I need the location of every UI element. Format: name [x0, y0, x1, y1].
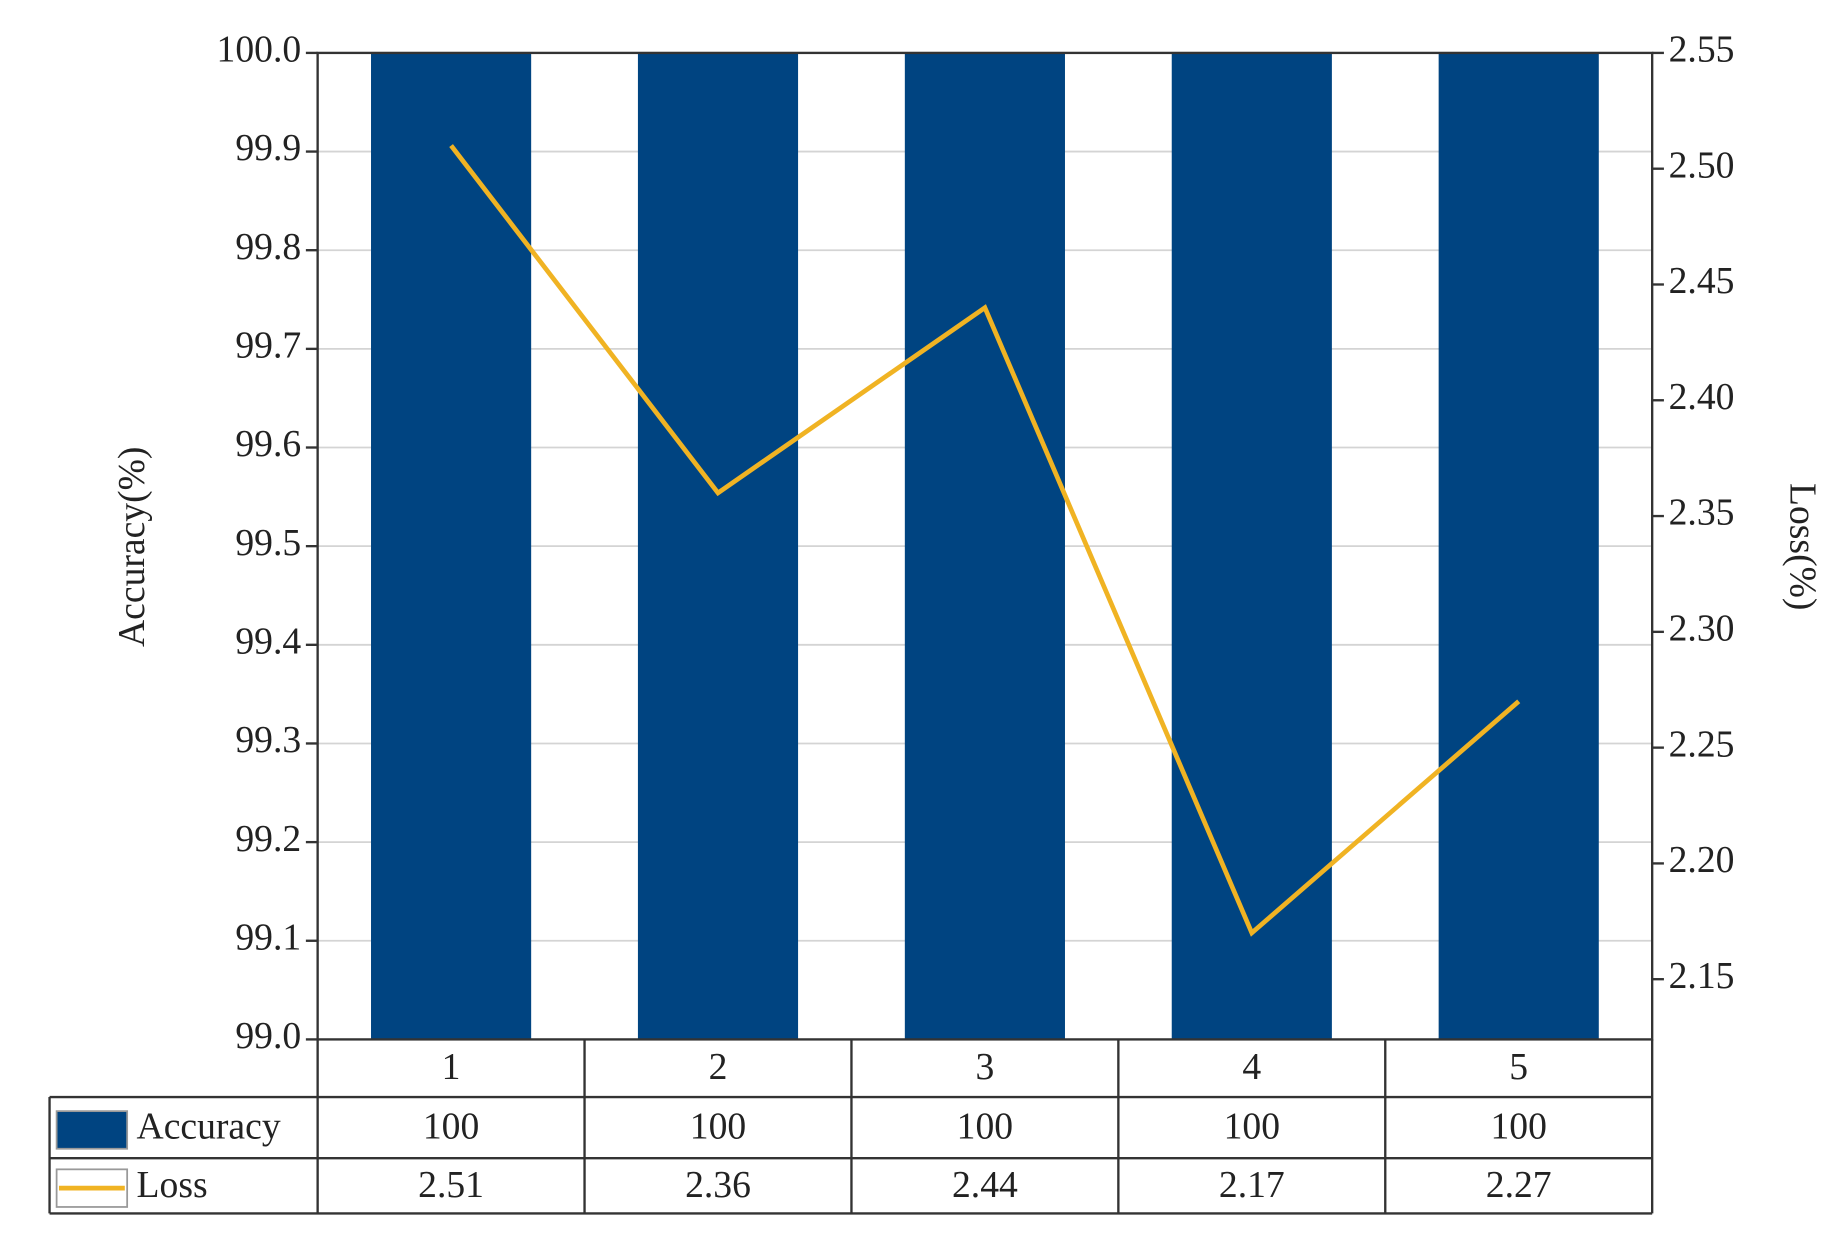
table-value: 2.51 [418, 1164, 484, 1206]
legend-label: Loss [137, 1164, 208, 1206]
plot-frame [316, 51, 1654, 1041]
bar [637, 52, 799, 1040]
x-tick-label: 1 [442, 1046, 461, 1088]
y-tick-label: 99.4 [235, 620, 301, 662]
y2-tick-label: 2.45 [1669, 260, 1735, 302]
y2-tick-label: 2.30 [1669, 607, 1735, 649]
loss-line [449, 144, 1521, 937]
y-tick-label: 99.2 [235, 818, 301, 860]
table-value: 100 [957, 1106, 1013, 1148]
y-axis-label: Accuracy(%) [111, 447, 153, 647]
x-tick-label: 3 [975, 1046, 994, 1088]
x-tick-label: 4 [1242, 1046, 1261, 1088]
table-value: 100 [423, 1106, 479, 1148]
table-value: 100 [1491, 1106, 1547, 1148]
y-tick-label: 100.0 [217, 29, 302, 71]
legend-label: Accuracy [137, 1106, 281, 1148]
y-tick-label: 99.8 [235, 226, 301, 268]
table-value: 2.36 [685, 1164, 751, 1206]
table-value: 2.44 [952, 1164, 1018, 1206]
y2-tick-label: 2.55 [1669, 29, 1735, 71]
y-tick-label: 99.9 [235, 127, 301, 169]
bar [371, 52, 532, 1040]
y-tick-label: 99.7 [235, 325, 301, 367]
bar [1438, 52, 1599, 1040]
y2-tick-label: 2.25 [1669, 723, 1735, 765]
table-value: 100 [1224, 1106, 1280, 1148]
bar [904, 52, 1065, 1040]
table-value: 100 [690, 1106, 746, 1148]
bar [1171, 52, 1332, 1040]
y2-tick-label: 2.50 [1669, 144, 1735, 186]
y2-tick-label: 2.35 [1669, 492, 1735, 534]
table-value: 2.17 [1219, 1164, 1285, 1206]
x-tick-label: 2 [709, 1046, 728, 1088]
y2-tick-label: 2.15 [1669, 955, 1735, 997]
legend-swatch [55, 1110, 129, 1150]
table-value: 2.27 [1486, 1164, 1552, 1206]
x-tick-label: 5 [1509, 1046, 1528, 1088]
y-tick-label: 99.5 [235, 522, 301, 564]
y-tick-label: 99.3 [235, 719, 301, 761]
y2-tick-label: 2.40 [1669, 376, 1735, 418]
y2-tick-label: 2.20 [1669, 839, 1735, 881]
y-tick-label: 99.0 [235, 1015, 301, 1057]
y-tick-label: 99.6 [235, 423, 301, 465]
y2-axis-label: Loss(%) [1782, 483, 1824, 610]
y-tick-label: 99.1 [235, 916, 301, 958]
